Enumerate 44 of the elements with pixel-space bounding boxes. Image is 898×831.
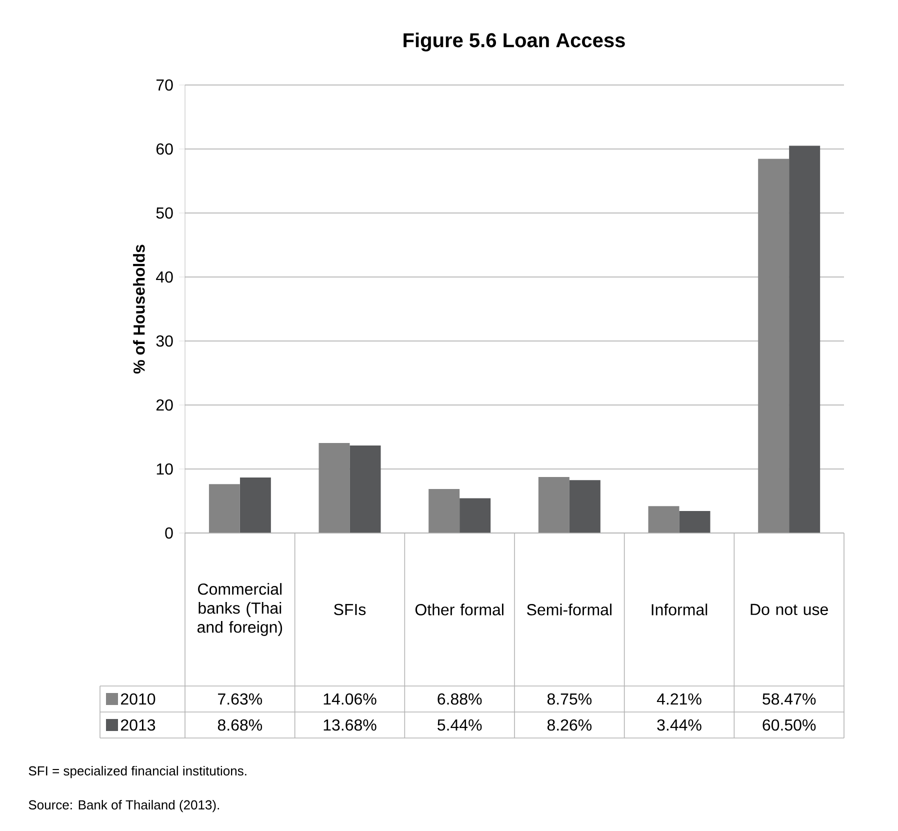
bar [240,477,271,534]
y-axis-title: % of Households [133,244,145,374]
data-label: 3.44% [657,719,702,731]
y-tick-label: 10 [156,463,173,475]
y-tick-label: 0 [165,527,173,539]
source-note: Source: Bank of Thailand (2013). [28,800,219,812]
data-label: 13.68% [324,719,376,731]
x-tick-label: SFIs [334,604,366,616]
bar [758,158,790,534]
data-label: 8.26% [547,719,592,731]
x-tick-label: Do not use [750,604,828,616]
legend-label: 2013 [121,719,156,731]
y-tick-label: 60 [156,143,173,155]
data-label: 58.47% [762,693,816,705]
x-tick-label: Informal [652,604,708,616]
y-tick-label: 40 [156,271,173,283]
text: SFI = specialized financial institutions. [28,766,246,778]
data-label: 7.63% [218,693,262,705]
data-label: 5.44% [438,719,482,731]
bar [569,480,600,534]
data-label: 4.21% [656,693,702,705]
bar [538,477,570,534]
bar [648,506,680,534]
bar [460,498,491,534]
x-tick-label: Commercial banks (Thai and foreign) [197,583,282,636]
y-tick-label: 20 [156,399,173,411]
data-label: 60.50% [762,719,816,731]
bar [208,484,240,534]
legend-label: 2010 [121,693,156,705]
bar [318,443,350,534]
bar [428,488,460,534]
y-tick-label: 50 [156,207,173,219]
bar [350,445,381,534]
data-label: 8.75% [547,693,592,705]
y-tick-label: 70 [156,79,173,91]
data-label: 8.68% [218,719,262,731]
x-tick-label: Other formal [415,604,504,616]
data-label: 14.06% [324,693,376,705]
bar [679,510,710,534]
data-label: 6.88% [438,693,482,705]
chart-title: Figure 5.6 Loan Access [404,32,625,52]
x-tick-label: Semi-formal [527,604,612,616]
y-tick-label: 30 [156,335,173,347]
bar [789,146,820,534]
